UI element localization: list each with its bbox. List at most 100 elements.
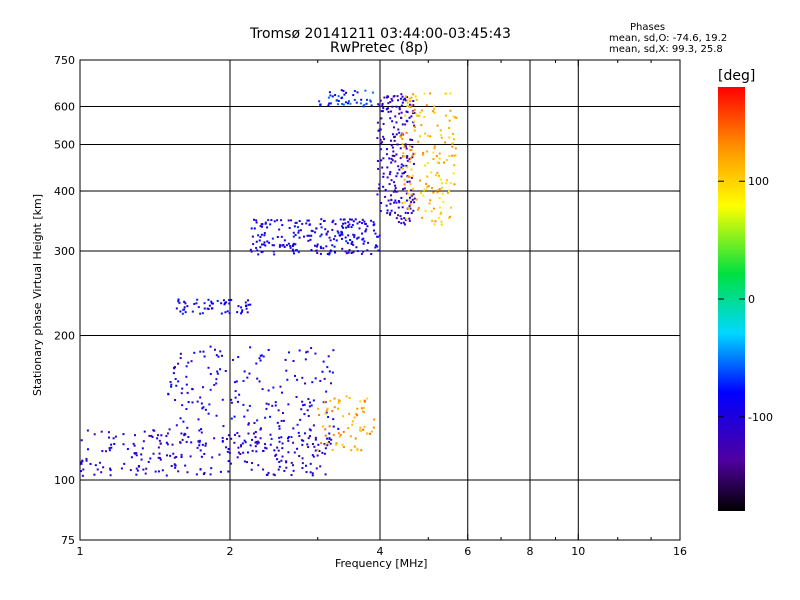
data-point: [328, 102, 331, 105]
data-point: [388, 173, 391, 176]
data-point: [108, 449, 111, 452]
data-point: [283, 469, 286, 472]
data-point: [219, 368, 222, 371]
data-point: [181, 438, 184, 441]
data-point: [365, 228, 368, 231]
data-point: [448, 119, 451, 122]
data-point: [269, 223, 272, 226]
data-point: [429, 199, 432, 202]
data-point: [369, 432, 372, 435]
data-point: [344, 222, 347, 225]
data-point: [246, 461, 249, 464]
data-point: [236, 400, 239, 403]
data-point: [370, 430, 373, 433]
data-point: [406, 96, 409, 99]
data-point: [400, 196, 403, 199]
data-point: [208, 403, 211, 406]
colorbar-tick-label: 0: [748, 293, 755, 306]
data-point: [339, 433, 342, 436]
data-point: [363, 240, 366, 243]
data-point: [241, 442, 244, 445]
data-point: [412, 153, 415, 156]
data-point: [306, 350, 309, 353]
data-point: [320, 247, 323, 250]
data-point: [255, 221, 258, 224]
data-point: [216, 372, 219, 375]
data-point: [380, 159, 383, 162]
y-tick-label: 75: [61, 534, 75, 547]
data-point: [303, 432, 306, 435]
data-point: [185, 375, 188, 378]
data-point: [112, 437, 115, 440]
data-point: [397, 221, 400, 224]
data-point: [276, 446, 279, 449]
data-point: [270, 437, 273, 440]
data-point: [398, 131, 401, 134]
data-point: [452, 133, 455, 136]
data-point: [185, 365, 188, 368]
data-point: [306, 409, 309, 412]
data-point: [392, 190, 395, 193]
data-point: [268, 241, 271, 244]
phases-header: Phases: [630, 22, 666, 33]
data-point: [210, 300, 213, 303]
data-point: [211, 456, 214, 459]
data-point: [196, 400, 199, 403]
data-point: [281, 391, 284, 394]
data-point: [195, 473, 198, 476]
data-point: [108, 447, 111, 450]
data-point: [292, 252, 295, 255]
data-point: [250, 438, 253, 441]
data-point: [350, 449, 353, 452]
data-point: [208, 304, 211, 307]
data-point: [184, 464, 187, 467]
data-point: [408, 208, 411, 211]
data-point: [338, 399, 341, 402]
data-point: [355, 412, 358, 415]
data-point: [291, 248, 294, 251]
data-point: [199, 449, 202, 452]
data-point: [246, 311, 249, 314]
data-point: [427, 185, 430, 188]
data-point: [324, 428, 327, 431]
data-point: [435, 155, 438, 158]
data-point: [362, 242, 365, 245]
data-point: [416, 208, 419, 211]
data-point: [436, 124, 439, 127]
data-point: [280, 459, 283, 462]
data-point: [234, 396, 237, 399]
data-point: [454, 147, 457, 150]
data-point: [235, 380, 238, 383]
data-point: [404, 155, 407, 158]
data-point: [133, 434, 136, 437]
data-point: [175, 307, 178, 310]
data-point: [215, 354, 218, 357]
data-point: [330, 382, 333, 385]
data-point: [277, 409, 280, 412]
data-point: [345, 395, 348, 398]
data-point: [311, 442, 314, 445]
data-point: [185, 383, 188, 386]
data-point: [243, 439, 246, 442]
data-point: [183, 300, 186, 303]
data-point: [361, 218, 364, 221]
data-point: [394, 115, 397, 118]
data-point: [215, 382, 218, 385]
data-point: [439, 178, 442, 181]
data-point: [433, 223, 436, 226]
data-point: [193, 302, 196, 305]
data-point: [247, 432, 250, 435]
data-point: [316, 448, 319, 451]
data-point: [109, 469, 112, 472]
data-point: [402, 188, 405, 191]
data-point: [140, 458, 143, 461]
data-point: [309, 462, 312, 465]
data-point: [159, 457, 162, 460]
data-point: [359, 426, 362, 429]
data-point: [445, 159, 448, 162]
data-point: [376, 137, 379, 140]
data-point: [312, 424, 315, 427]
data-point: [405, 156, 408, 159]
data-point: [314, 436, 317, 439]
data-point: [423, 92, 426, 95]
